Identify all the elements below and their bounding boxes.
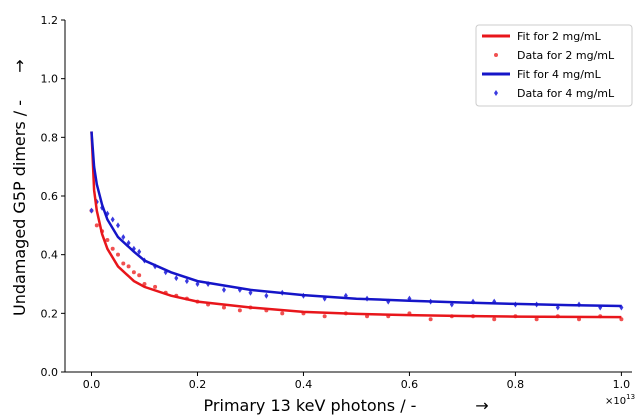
x-axis-label: Primary 13 keV photons / - xyxy=(204,396,417,415)
fit-line-2mg xyxy=(90,131,622,319)
data-point-4mg xyxy=(121,234,126,241)
data-point-2mg xyxy=(280,311,285,316)
y-tick-label: 1.0 xyxy=(41,73,59,86)
data-point-4mg xyxy=(126,239,131,246)
axes: 0.0 0.2 0.4 0.6 0.8 1.0 0.0 0.2 0.4 0.6 0.8 1.0 1.2 xyxy=(41,14,632,391)
data-point-4mg xyxy=(137,248,142,255)
x-tick-label: 0.2 xyxy=(189,378,207,391)
data-point-2mg xyxy=(221,305,226,310)
data-point-2mg xyxy=(131,270,136,275)
data-point-2mg xyxy=(534,317,539,322)
y-tick-label: 0.0 xyxy=(41,366,59,379)
data-point-4mg xyxy=(248,289,253,296)
fit-line-4mg xyxy=(90,131,622,308)
legend-label-data-4: Data for 4 mg/mL xyxy=(517,87,615,100)
data-point-2mg xyxy=(137,273,142,278)
y-tick-label: 0.6 xyxy=(41,190,59,203)
legend-label-data-2: Data for 2 mg/mL xyxy=(517,49,615,62)
data-point-2mg xyxy=(237,308,242,313)
x-tick-label: 0.6 xyxy=(401,378,419,391)
data-point-2mg xyxy=(153,284,158,289)
legend-data-2-marker xyxy=(494,53,498,57)
legend-label-fit-2: Fit for 2 mg/mL xyxy=(517,30,602,43)
y-axis-arrow: → xyxy=(10,59,29,72)
data-point-4mg xyxy=(264,292,269,299)
x-tick-label: 0.8 xyxy=(507,378,525,391)
y-tick-label: 0.4 xyxy=(41,249,59,262)
data-point-2mg xyxy=(126,264,131,269)
y-tick-label: 1.2 xyxy=(41,14,59,27)
x-tick-label: 0.4 xyxy=(295,378,313,391)
x-axis-multiplier: ×1013 xyxy=(605,393,635,407)
data-points xyxy=(89,198,624,322)
data-point-4mg xyxy=(184,278,189,285)
y-axis-label: Undamaged G5P dimers / - xyxy=(10,100,29,316)
data-point-4mg xyxy=(110,216,115,223)
data-point-4mg xyxy=(89,207,94,214)
data-point-2mg xyxy=(492,317,497,322)
data-point-4mg xyxy=(174,275,179,282)
legend-data-4-marker xyxy=(494,90,498,96)
legend: Fit for 2 mg/mL Data for 2 mg/mL Fit for… xyxy=(475,24,633,107)
data-point-2mg xyxy=(577,317,582,322)
y-tick-label: 0.8 xyxy=(41,131,59,144)
data-point-4mg xyxy=(221,286,226,293)
y-tick-label: 0.2 xyxy=(41,307,59,320)
legend-box xyxy=(475,24,633,107)
x-axis-arrow: → xyxy=(475,396,488,415)
fit-lines xyxy=(90,131,622,319)
legend-label-fit-4: Fit for 4 mg/mL xyxy=(517,68,602,81)
data-point-2mg xyxy=(115,252,120,257)
data-point-2mg xyxy=(322,314,327,319)
x-tick-label: 1.0 xyxy=(613,378,631,391)
data-point-2mg xyxy=(94,223,99,228)
data-point-2mg xyxy=(105,238,110,242)
data-point-4mg xyxy=(115,222,120,229)
data-point-2mg xyxy=(121,261,126,266)
data-point-2mg xyxy=(110,246,115,251)
data-point-2mg xyxy=(428,317,433,322)
x-tick-label: 0.0 xyxy=(83,378,101,391)
